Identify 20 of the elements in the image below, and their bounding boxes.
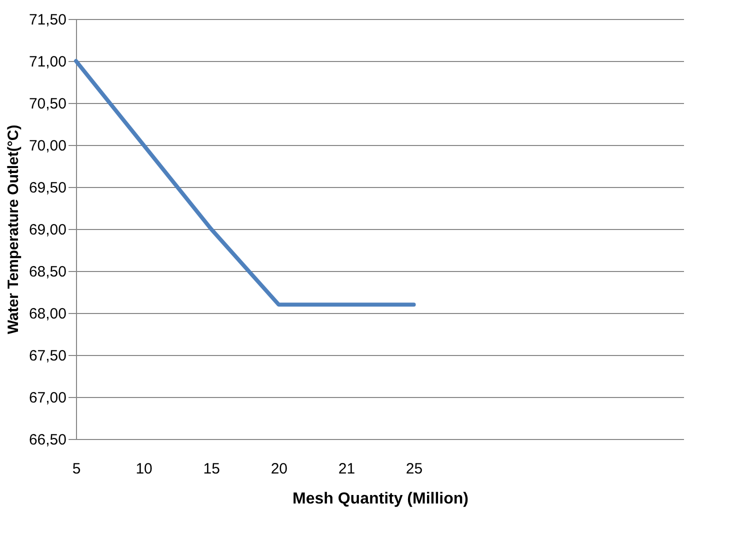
y-tick-label: 70,00 [28, 138, 66, 154]
x-tick-label: 10 [136, 460, 152, 478]
x-tick-label: 21 [338, 460, 356, 478]
x-axis-title: Mesh Quantity (Million) [292, 490, 468, 508]
x-tick-label: 25 [406, 460, 423, 478]
x-tick-label: 5 [72, 460, 81, 478]
y-tick-label: 71,50 [28, 12, 66, 28]
y-tick-label: 68,50 [28, 264, 66, 280]
y-tick-label: 67,00 [28, 390, 66, 406]
x-tick-label: 20 [270, 460, 288, 478]
y-tick-label: 70,50 [28, 96, 66, 112]
y-axis-title: Water Temperature Outlet(°C) [4, 124, 22, 334]
x-tick-label: 15 [203, 460, 220, 478]
line-series [74, 59, 416, 307]
y-tick-label: 69,50 [28, 180, 66, 196]
y-tick-label: 71,00 [28, 54, 66, 70]
y-tick-label: 68,00 [28, 306, 66, 322]
y-tick-label: 67,50 [28, 348, 66, 364]
y-tick-label: 69,00 [28, 222, 66, 238]
y-tick-label: 66,50 [28, 432, 66, 448]
